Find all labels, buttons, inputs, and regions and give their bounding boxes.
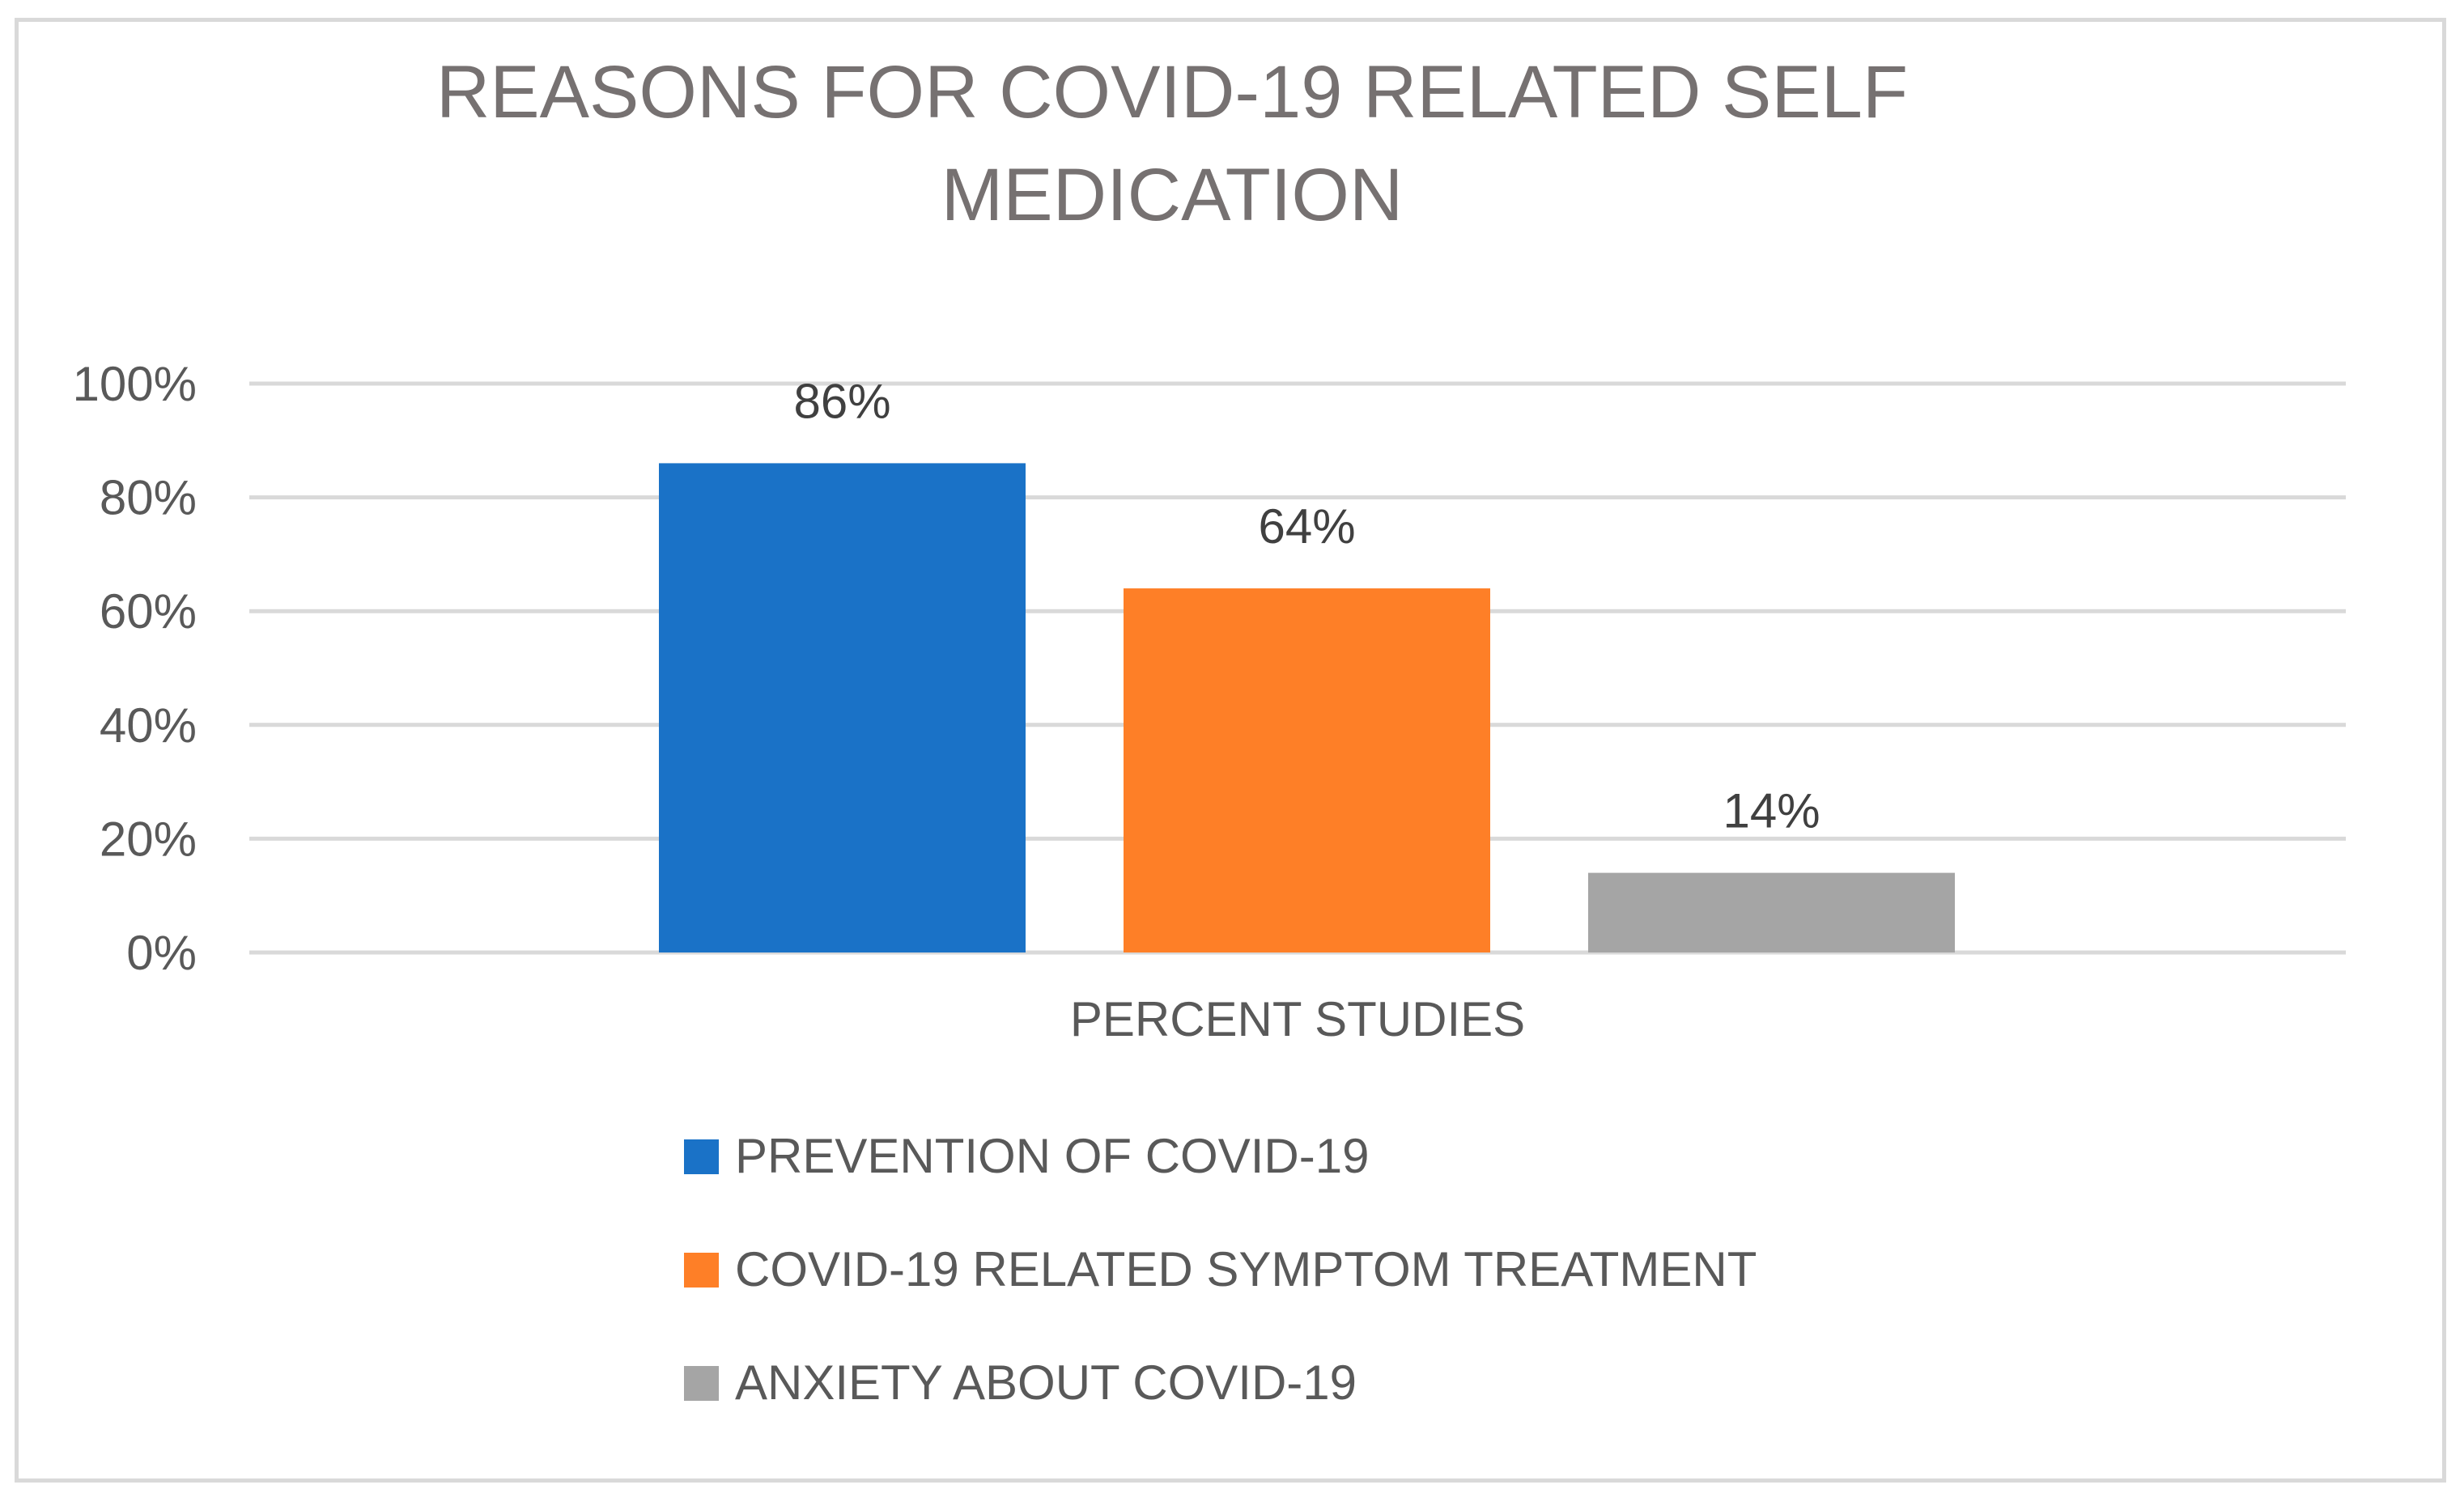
- bar-data-labels: 86% 64% 14%: [793, 374, 1820, 838]
- x-category-label: PERCENT STUDIES: [1070, 992, 1525, 1046]
- bars: [659, 463, 1955, 952]
- bar-covid-19-related-symptom-treatment: [1124, 588, 1490, 952]
- legend-swatch-prevention-of-covid-19: [684, 1139, 719, 1174]
- y-tick-label-80: 80%: [100, 471, 197, 525]
- bar-anxiety-about-covid-19: [1588, 872, 1955, 952]
- y-axis-tick-labels: 0% 20% 40% 60% 80% 100%: [73, 357, 197, 980]
- chart-title: REASONS FOR COVID-19 RELATED SELF MEDICA…: [436, 51, 1908, 236]
- x-axis-category-labels: PERCENT STUDIES: [1070, 992, 1525, 1046]
- legend-label-covid-19-related-symptom-treatment: COVID-19 RELATED SYMPTOM TREATMENT: [735, 1242, 1757, 1296]
- data-label-prevention-of-covid-19: 86%: [793, 374, 890, 428]
- legend-label-prevention-of-covid-19: PREVENTION OF COVID-19: [735, 1129, 1369, 1183]
- y-tick-label-60: 60%: [100, 584, 197, 638]
- y-tick-label-0: 0%: [126, 926, 197, 980]
- data-label-covid-19-related-symptom-treatment: 64%: [1258, 499, 1355, 554]
- bar-prevention-of-covid-19: [659, 463, 1026, 952]
- legend-swatch-anxiety-about-covid-19: [684, 1366, 719, 1401]
- legend-swatch-covid-19-related-symptom-treatment: [684, 1253, 719, 1288]
- legend: PREVENTION OF COVID-19 COVID-19 RELATED S…: [684, 1129, 1757, 1410]
- chart-title-line-1: REASONS FOR COVID-19 RELATED SELF: [436, 51, 1908, 134]
- data-label-anxiety-about-covid-19: 14%: [1723, 784, 1820, 838]
- chart-title-line-2: MEDICATION: [941, 154, 1404, 236]
- legend-label-anxiety-about-covid-19: ANXIETY ABOUT COVID-19: [735, 1355, 1357, 1410]
- chart-frame: REASONS FOR COVID-19 RELATED SELF MEDICA…: [15, 18, 2446, 1483]
- y-tick-label-20: 20%: [100, 812, 197, 866]
- y-tick-label-40: 40%: [100, 698, 197, 753]
- y-tick-label-100: 100%: [73, 357, 197, 411]
- bar-chart: REASONS FOR COVID-19 RELATED SELF MEDICA…: [73, 51, 2346, 1410]
